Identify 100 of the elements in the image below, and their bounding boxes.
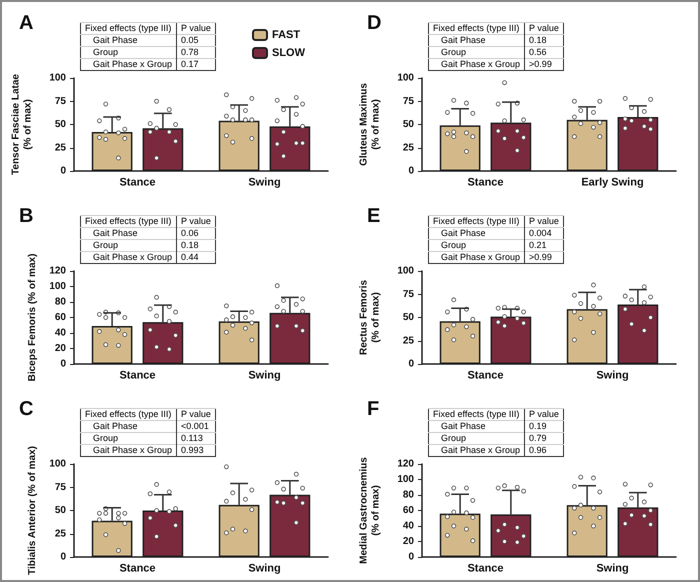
text: Gait Phase <box>80 228 177 240</box>
text: 0.18 <box>176 240 216 252</box>
text: Gait Phase <box>428 34 525 46</box>
chart-title: D <box>367 12 382 34</box>
text: Gait Phase x Group <box>428 58 525 70</box>
y-axis-title: Gluteus Maximus (% of max) <box>358 82 382 166</box>
y-tick-label: 0 <box>60 552 66 562</box>
legend-label: SLOW <box>272 47 306 59</box>
text: Gait Phase x Group <box>428 444 525 456</box>
y-tick-label: 100 <box>49 281 66 292</box>
text: Gait Phase <box>428 228 525 240</box>
y-tick-label: 100 <box>397 72 414 84</box>
text: Fixed effects (type III) <box>428 408 525 420</box>
y-tick-label: 60 <box>54 312 66 323</box>
y-axis-title: Tensor Fasciae Latae (% of max) <box>10 74 34 175</box>
y-tick-label: 40 <box>54 328 66 338</box>
x-tick-label: Early Swing <box>581 176 644 188</box>
y-tick-label: 120 <box>49 266 66 276</box>
text: Fixed effects (type III) <box>428 22 525 34</box>
x-tick-label: Stance <box>467 370 504 382</box>
x-tick-label: Stance <box>119 562 156 574</box>
y-tick-label: 75 <box>54 482 66 493</box>
y-tick-label: 25 <box>54 142 66 154</box>
text: >0.99 <box>524 58 564 70</box>
y-tick-label: 0 <box>408 552 414 562</box>
chart-title: A <box>19 12 34 34</box>
y-tick-label: 0 <box>60 166 66 176</box>
text: Gait Phase <box>80 420 177 432</box>
y-tick-label: 100 <box>49 458 66 470</box>
text: 0.78 <box>176 46 216 58</box>
text: Group <box>80 46 177 58</box>
y-tick-label: 0 <box>408 166 414 176</box>
text: Gait Phase x Group <box>80 252 177 264</box>
text: Gait Phase <box>80 34 177 46</box>
text: P value <box>524 408 564 420</box>
text: 0.05 <box>176 34 216 46</box>
y-tick-label: 25 <box>402 335 414 346</box>
x-tick-label: Swing <box>596 562 629 574</box>
x-tick-label: Stance <box>467 176 504 188</box>
text: 0.993 <box>176 444 216 456</box>
y-tick-label: 60 <box>402 505 414 516</box>
text: 0.19 <box>524 420 564 432</box>
text: P value <box>524 216 564 228</box>
chart-title: C <box>19 398 34 420</box>
y-tick-label: 20 <box>402 536 414 547</box>
y-tick-label: 50 <box>402 119 414 130</box>
text: Group <box>80 240 177 252</box>
y-tick-label: 0 <box>60 358 66 370</box>
text: P value <box>176 216 216 228</box>
y-tick-label: 0 <box>408 358 414 370</box>
y-tick-label: 80 <box>402 490 414 500</box>
text: Gait Phase <box>428 420 525 432</box>
text: <0.001 <box>176 420 216 432</box>
text: P value <box>176 408 216 420</box>
text: 0.96 <box>524 444 564 456</box>
text: 0.21 <box>524 240 564 252</box>
y-tick-label: 100 <box>397 474 414 485</box>
x-tick-label: Stance <box>119 176 156 188</box>
text: 0.18 <box>524 34 564 46</box>
text: Group <box>428 432 525 444</box>
y-tick-label: 120 <box>397 458 414 470</box>
text: 0.79 <box>524 432 564 444</box>
text: Gait Phase x Group <box>80 58 177 70</box>
y-axis-title: Rectus Femoris (% of max) <box>358 280 382 356</box>
chart-title: F <box>367 398 380 420</box>
text: Fixed effects (type III) <box>428 216 525 228</box>
text: Group <box>428 46 525 58</box>
y-axis-title: Medial Gastrocnemius (% of max) <box>358 456 382 564</box>
y-tick-label: 80 <box>54 296 66 308</box>
y-tick-label: 75 <box>54 96 66 107</box>
x-tick-label: Swing <box>248 562 281 574</box>
text: Gait Phase x Group <box>428 252 525 264</box>
text: P value <box>524 22 564 34</box>
y-axis-title: Tibialis Anterior (% of max) <box>26 446 38 575</box>
y-tick-label: 50 <box>54 119 66 130</box>
y-tick-label: 75 <box>402 288 414 300</box>
text: 0.004 <box>524 228 564 240</box>
x-tick-label: Stance <box>119 370 156 382</box>
y-tick-label: 75 <box>402 96 414 107</box>
text: 0.17 <box>176 58 216 70</box>
text: 0.44 <box>176 252 216 264</box>
text: Gait Phase x Group <box>80 444 177 456</box>
text: Fixed effects (type III) <box>80 216 177 228</box>
x-tick-label: Swing <box>596 370 629 382</box>
text: Fixed effects (type III) <box>80 22 177 34</box>
chart-title: E <box>367 205 380 227</box>
text: Group <box>428 240 525 252</box>
y-tick-label: 50 <box>402 312 414 323</box>
y-tick-label: 20 <box>54 343 66 354</box>
x-tick-label: Swing <box>248 176 281 188</box>
y-tick-label: 50 <box>54 505 66 516</box>
text: >0.99 <box>524 252 564 264</box>
y-tick-label: 100 <box>397 266 414 276</box>
text: P value <box>176 22 216 34</box>
x-tick-label: Swing <box>248 370 281 382</box>
text: Fixed effects (type III) <box>80 408 177 420</box>
y-tick-label: 25 <box>402 142 414 154</box>
y-tick-label: 100 <box>49 72 66 84</box>
chart-title: B <box>19 205 34 227</box>
text: 0.06 <box>176 228 216 240</box>
